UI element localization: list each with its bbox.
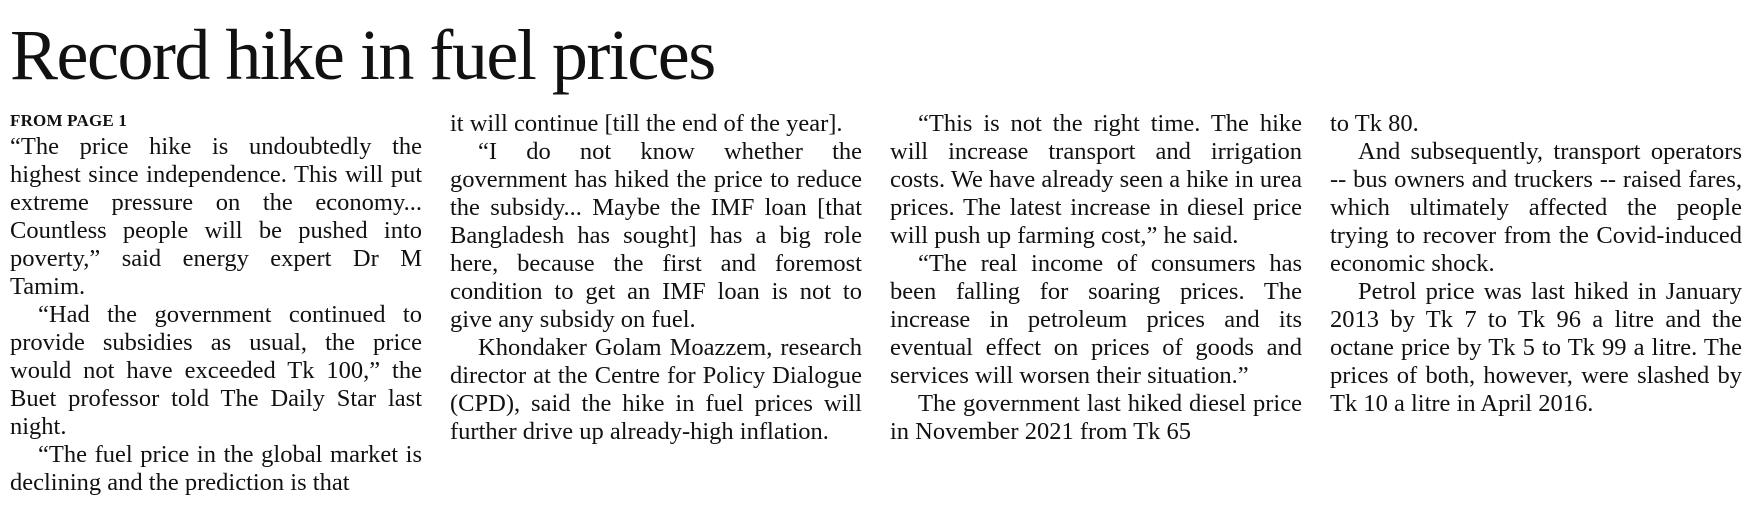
article-column-1: FROM PAGE 1 “The price hike is undoubted… (10, 110, 422, 497)
paragraph: “This is not the right time. The hike wi… (890, 110, 1302, 249)
paragraph: “The real income of consumers has been f… (890, 250, 1302, 389)
paragraph: it will continue [till the end of the ye… (450, 110, 843, 137)
paragraph: to Tk 80. (1330, 110, 1419, 137)
article-column-4: to Tk 80. And subsequently, transport op… (1330, 110, 1742, 418)
paragraph: Khondaker Golam Moazzem, research direct… (450, 334, 862, 445)
paragraph: “The price hike is undoubtedly the highe… (10, 133, 422, 300)
article-column-2: it will continue [till the end of the ye… (450, 110, 862, 446)
paragraph: “The fuel price in the global market is … (10, 441, 422, 496)
headline: Record hike in fuel prices (10, 15, 716, 95)
paragraph: And subsequently, transport operators --… (1330, 138, 1742, 277)
article-column-3: “This is not the right time. The hike wi… (890, 110, 1302, 446)
paragraph: Petrol price was last hiked in January 2… (1330, 278, 1742, 417)
paragraph: “Had the government continued to provide… (10, 301, 422, 440)
kicker-from-page: FROM PAGE 1 (10, 111, 128, 130)
paragraph: The government last hiked diesel price i… (890, 390, 1302, 445)
paragraph: “I do not know whether the government ha… (450, 138, 862, 333)
